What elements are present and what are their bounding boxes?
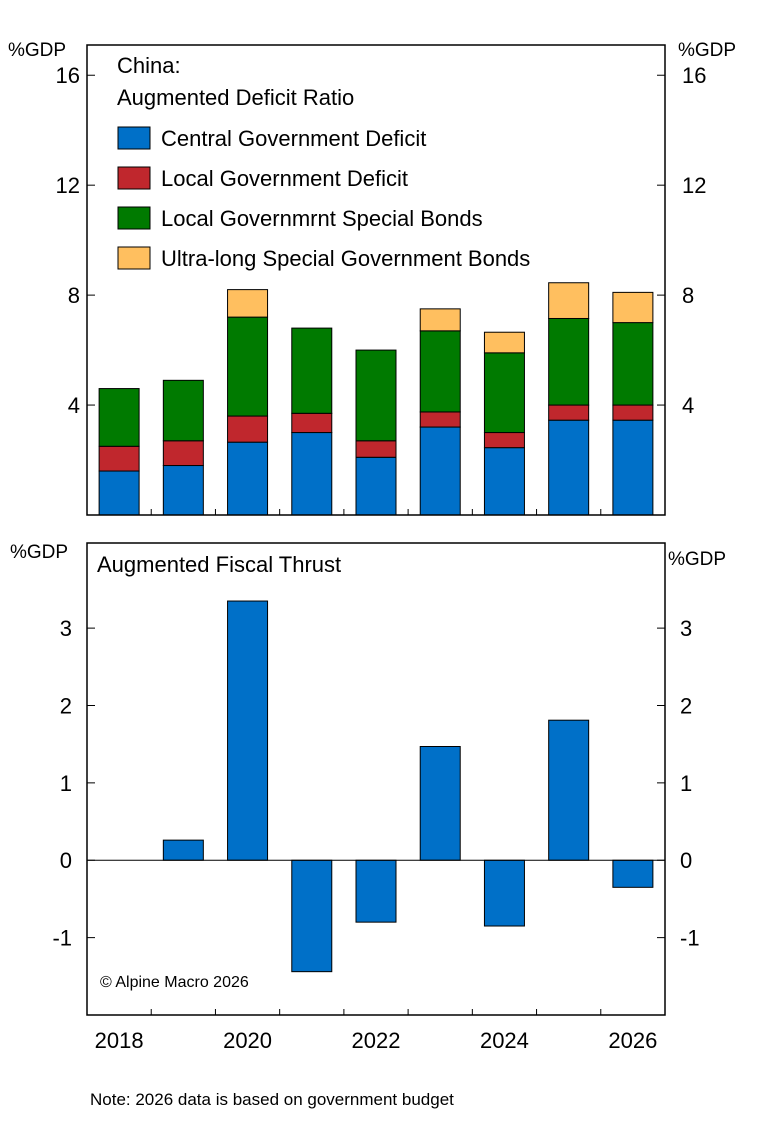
bar-2019-series-1 bbox=[162, 440, 204, 467]
ylabel-left: %GDP bbox=[8, 40, 66, 61]
ytick-label-left: 0 bbox=[60, 848, 72, 873]
bar-2021-series-2 bbox=[291, 327, 333, 414]
ytick-label-right: 0 bbox=[680, 848, 692, 873]
chart-subtitle: Augmented Deficit Ratio bbox=[117, 85, 354, 110]
copyright-annotation: © Alpine Macro 2026 bbox=[100, 974, 249, 991]
bar-2024-series-0 bbox=[483, 447, 525, 516]
bar-2023-series-0 bbox=[419, 426, 461, 516]
legend-swatch-3 bbox=[117, 246, 151, 270]
legend-label-0: Central Government Deficit bbox=[161, 126, 426, 151]
legend-label-2: Local Governmrnt Special Bonds bbox=[161, 206, 483, 231]
ytick-label-right: 12 bbox=[682, 173, 706, 198]
ylabel-right: %GDP bbox=[678, 40, 736, 61]
ytick-label-right: 8 bbox=[682, 283, 694, 308]
ylabel-left: %GDP bbox=[10, 542, 68, 563]
bar-2023-series-2 bbox=[419, 330, 461, 413]
ytick-label-left: 4 bbox=[68, 393, 80, 418]
bar-2025-series-1 bbox=[548, 404, 590, 421]
bottom-plot-frame bbox=[86, 542, 666, 1016]
bar-2021-series-0 bbox=[291, 432, 333, 516]
bar-2025 bbox=[548, 719, 590, 861]
legend-label-1: Local Government Deficit bbox=[161, 166, 408, 191]
bar-2020-series-3 bbox=[227, 289, 269, 318]
bar-2020-series-1 bbox=[227, 415, 269, 443]
bar-2024-series-2 bbox=[483, 352, 525, 434]
ytick-label-left: 3 bbox=[60, 616, 72, 641]
ytick-label-left: 16 bbox=[56, 63, 80, 88]
bar-2022-series-1 bbox=[355, 440, 397, 458]
bar-2020-series-0 bbox=[227, 441, 269, 516]
bar-2023-series-1 bbox=[419, 411, 461, 428]
bar-2026-series-0 bbox=[612, 419, 654, 516]
bar-2022 bbox=[355, 859, 397, 923]
ytick-label-right: 1 bbox=[680, 771, 692, 796]
xtick-label: 2024 bbox=[480, 1028, 529, 1053]
bar-2022-series-2 bbox=[355, 349, 397, 442]
legend-label-3: Ultra-long Special Government Bonds bbox=[161, 246, 530, 271]
bar-2025-series-3 bbox=[548, 282, 590, 319]
bar-2022-series-0 bbox=[355, 456, 397, 516]
bar-2021-series-1 bbox=[291, 412, 333, 434]
ytick-label-left: -1 bbox=[52, 926, 72, 951]
ytick-label-left: 8 bbox=[68, 283, 80, 308]
bar-2026 bbox=[612, 859, 654, 888]
ytick-label-right: 3 bbox=[680, 616, 692, 641]
xtick-label: 2020 bbox=[223, 1028, 272, 1053]
ylabel-right: %GDP bbox=[668, 549, 726, 570]
chart-title: Augmented Fiscal Thrust bbox=[97, 552, 341, 577]
legend-swatch-0 bbox=[117, 126, 151, 150]
bar-2019 bbox=[162, 839, 204, 861]
footnote: Note: 2026 data is based on government b… bbox=[90, 1090, 454, 1109]
ytick-label-right: -1 bbox=[680, 926, 700, 951]
bar-2019-series-2 bbox=[162, 379, 204, 442]
chart-title: China: bbox=[117, 53, 181, 78]
bar-2018-series-1 bbox=[98, 445, 140, 472]
ytick-label-left: 12 bbox=[56, 173, 80, 198]
bar-2023-series-3 bbox=[419, 308, 461, 332]
top-plot-frame bbox=[86, 44, 666, 516]
ytick-label-right: 16 bbox=[682, 63, 706, 88]
bar-2024-series-3 bbox=[483, 331, 525, 354]
xtick-label: 2026 bbox=[608, 1028, 657, 1053]
bar-2020-series-2 bbox=[227, 316, 269, 417]
bar-2024 bbox=[483, 859, 525, 927]
bar-2018-series-2 bbox=[98, 388, 140, 447]
ytick-label-left: 1 bbox=[60, 771, 72, 796]
xtick-label: 2022 bbox=[352, 1028, 401, 1053]
bar-2024-series-1 bbox=[483, 432, 525, 449]
ytick-label-right: 4 bbox=[682, 393, 694, 418]
bar-2026-series-2 bbox=[612, 322, 654, 406]
xtick-label: 2018 bbox=[95, 1028, 144, 1053]
bar-2025-series-2 bbox=[548, 317, 590, 406]
bar-2019-series-0 bbox=[162, 465, 204, 516]
bar-2023 bbox=[419, 746, 461, 861]
bar-2025-series-0 bbox=[548, 419, 590, 516]
bar-2021 bbox=[291, 859, 333, 973]
ytick-label-left: 2 bbox=[60, 693, 72, 718]
bar-2018-series-0 bbox=[98, 470, 140, 516]
legend-swatch-2 bbox=[117, 206, 151, 230]
bar-2026-series-3 bbox=[612, 291, 654, 324]
bar-2026-series-1 bbox=[612, 404, 654, 421]
ytick-label-right: 2 bbox=[680, 693, 692, 718]
bar-2020 bbox=[227, 600, 269, 861]
legend-swatch-1 bbox=[117, 166, 151, 190]
